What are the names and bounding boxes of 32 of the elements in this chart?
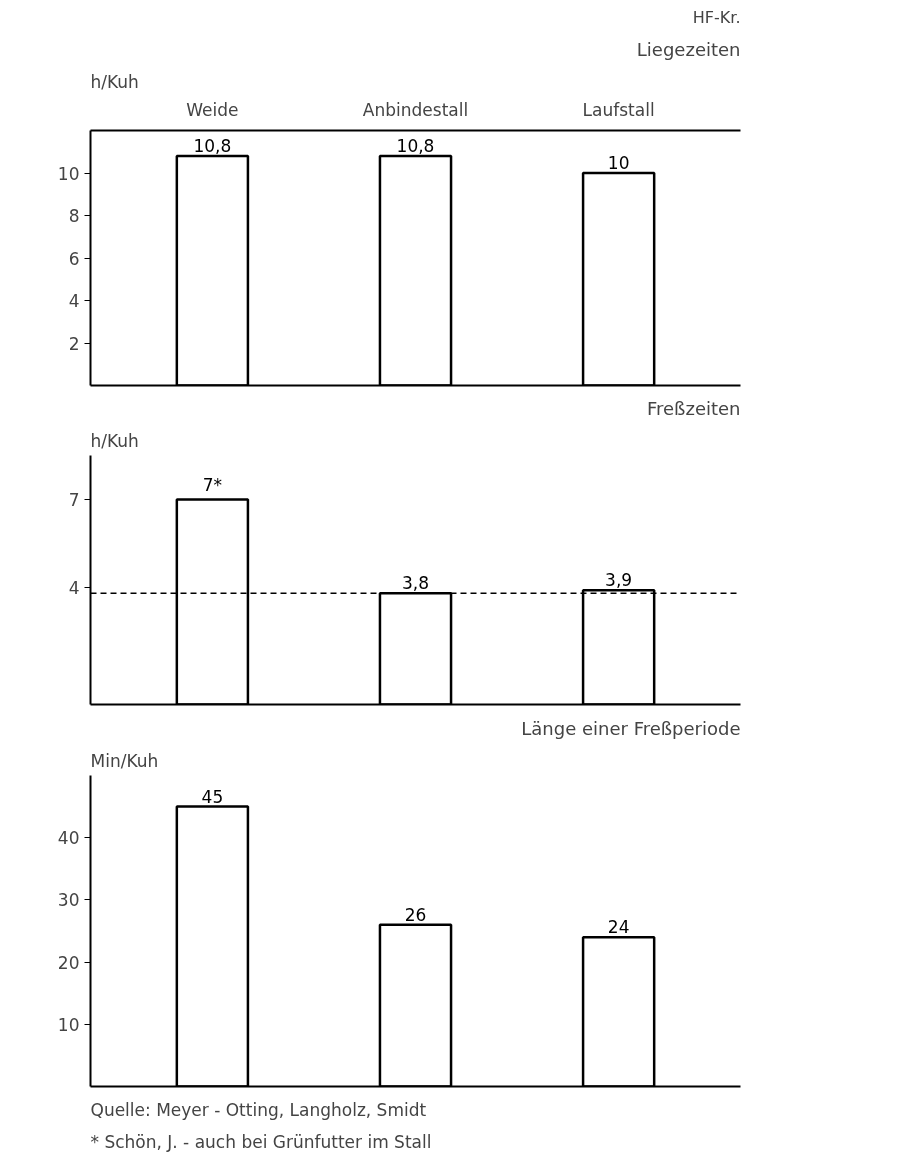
y-tick-label: 4 xyxy=(68,577,80,598)
data-label: 3,8 xyxy=(401,573,430,594)
y-tick-label: 10 xyxy=(57,163,80,184)
y-tick-label: 4 xyxy=(68,291,80,311)
chart-subtitle: HF-Kr. xyxy=(692,7,741,27)
data-label: 24 xyxy=(607,917,630,938)
y-axis-title: h/Kuh xyxy=(90,430,139,451)
chart-title: Liegezeiten xyxy=(636,38,741,60)
y-tick-label: 10 xyxy=(57,1014,80,1035)
data-label: 10,8 xyxy=(193,136,232,156)
chart-title: Länge einer Freßperiode xyxy=(521,717,741,739)
x-tick-label: Anbindestall xyxy=(362,99,469,120)
data-label: 10,8 xyxy=(396,136,435,156)
y-tick-label: 40 xyxy=(57,828,80,849)
y-tick-label: 7 xyxy=(68,489,80,510)
y-tick-label: 20 xyxy=(57,952,80,973)
y-tick-label: 8 xyxy=(68,206,80,226)
text: * Schön, J. - auch bei Grünfutter im Stall xyxy=(90,1131,432,1152)
x-tick-label: Weide xyxy=(186,99,239,120)
y-axis-title: Min/Kuh xyxy=(90,750,159,771)
x-tick-label: Laufstall xyxy=(582,99,655,120)
data-label: 3,9 xyxy=(605,570,633,591)
y-tick-label: 30 xyxy=(57,890,80,911)
y-axis-title: h/Kuh xyxy=(90,71,139,92)
y-tick-label: 2 xyxy=(68,333,80,354)
y-tick-label: 6 xyxy=(68,248,80,269)
data-label: 26 xyxy=(404,904,427,925)
data-label: 45 xyxy=(201,786,224,807)
source-note: Quelle: Meyer - Otting, Langholz, Smidt xyxy=(90,1099,427,1120)
data-label: 7* xyxy=(202,475,223,496)
data-label: 10 xyxy=(607,153,630,173)
chart-title: Freßzeiten xyxy=(646,397,741,419)
